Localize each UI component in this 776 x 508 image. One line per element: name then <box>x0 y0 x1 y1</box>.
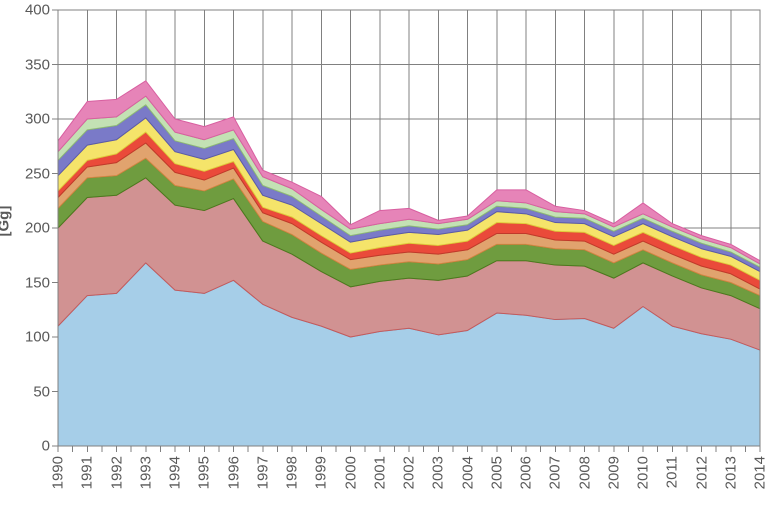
x-tick-label: 2010 <box>635 456 652 489</box>
x-tick-label: 2014 <box>752 456 769 489</box>
x-tick-label: 1993 <box>137 456 154 489</box>
x-tick-label: 2012 <box>693 456 710 489</box>
x-tick-label: 1997 <box>254 456 271 489</box>
x-tick-label: 2004 <box>459 456 476 489</box>
x-tick-label: 1999 <box>313 456 330 489</box>
x-tick-label: 2011 <box>664 456 681 488</box>
x-tick-label: 2002 <box>401 456 418 489</box>
y-axis-title: [Gg] <box>0 217 13 237</box>
y-tick-label: 400 <box>10 2 50 19</box>
x-tick-label: 1996 <box>225 456 242 489</box>
x-tick-label: 2003 <box>430 456 447 489</box>
x-tick-label: 1998 <box>284 456 301 489</box>
y-tick-label: 350 <box>10 56 50 73</box>
y-tick-label: 0 <box>10 438 50 455</box>
x-tick-label: 2000 <box>342 456 359 489</box>
x-tick-label: 2009 <box>605 456 622 489</box>
x-tick-label: 2008 <box>576 456 593 489</box>
y-tick-label: 100 <box>10 329 50 346</box>
y-tick-label: 200 <box>10 220 50 237</box>
y-tick-label: 250 <box>10 165 50 182</box>
y-tick-label: 50 <box>10 383 50 400</box>
x-tick-label: 1994 <box>167 456 184 489</box>
x-tick-label: 2001 <box>371 456 388 489</box>
x-tick-label: 1995 <box>196 456 213 489</box>
y-tick-label: 150 <box>10 274 50 291</box>
x-tick-label: 2005 <box>488 456 505 489</box>
x-tick-label: 2007 <box>547 456 564 489</box>
stacked-area-chart: 0 50 100 150 200 250 300 350 400 1990 1991 1992 199… <box>0 0 776 508</box>
x-tick-label: 2013 <box>722 456 739 489</box>
x-tick-label: 2006 <box>518 456 535 489</box>
chart-plot-svg <box>0 0 776 508</box>
x-tick-label: 1991 <box>79 456 96 489</box>
x-tick-label: 1990 <box>50 456 67 489</box>
x-tick-label: 1992 <box>108 456 125 489</box>
y-tick-label: 300 <box>10 111 50 128</box>
